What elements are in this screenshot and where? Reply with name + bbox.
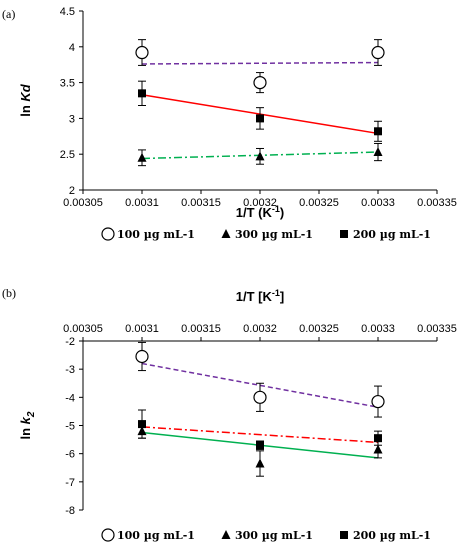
panel-label: (b) — [2, 286, 16, 300]
series-1 — [135, 39, 385, 94]
y-tick-label: 3.5 — [60, 78, 75, 90]
x-tick-label: 0.00335 — [417, 197, 457, 209]
legend-label: 100 µg mL-1 — [117, 228, 195, 241]
y-tick-label: -6 — [65, 449, 75, 461]
x-axis-label: 1/T [K-1] — [236, 288, 284, 304]
x-tick-label: 0.00305 — [63, 323, 103, 335]
y-tick-label: 3 — [69, 113, 75, 125]
y-tick-label: 2.5 — [60, 149, 75, 161]
x-tick-label: 0.00325 — [299, 197, 339, 209]
x-tick-label: 0.0031 — [125, 197, 159, 209]
data-point — [138, 89, 146, 98]
data-point — [138, 420, 146, 429]
chart-panel-b: (b) -8 -7 -6 -5 -4 -3 -20.00305 0.0031 0.00315 0.0… — [2, 286, 457, 542]
y-tick-label: 4 — [69, 42, 75, 54]
legend-marker — [101, 528, 115, 542]
y-tick-label: -2 — [65, 336, 75, 348]
y-tick-label: -7 — [65, 477, 75, 489]
y-axis-label: ln Kd — [18, 83, 33, 117]
legend-label: 300 µg mL-1 — [235, 228, 313, 241]
data-point — [137, 152, 147, 162]
x-tick-label: 0.0032 — [243, 323, 277, 335]
x-axis-label: 1/T (K-1) — [236, 204, 284, 220]
y-tick-label: -3 — [65, 364, 75, 376]
series-3 — [138, 80, 382, 142]
data-point — [135, 45, 149, 60]
x-tick-label: 0.00315 — [181, 323, 221, 335]
data-point — [256, 114, 264, 123]
panel-label: (a) — [2, 7, 15, 21]
series-2 — [137, 423, 383, 477]
chart-panel-a: (a) 2 2.5 3 3.5 4 4.5 0.00305 0.0031 0.00315 0.003… — [2, 6, 457, 241]
series-3 — [138, 409, 382, 450]
x-tick-label: 0.0033 — [361, 197, 395, 209]
y-tick-label: 2 — [69, 185, 75, 197]
legend: 100 µg mL-1 300 µg mL-1 200 µg mL-1 — [101, 227, 431, 241]
y-axis-label: ln k2 — [18, 411, 37, 439]
series-1 — [135, 341, 385, 418]
legend-marker — [221, 229, 231, 238]
data-point — [253, 390, 267, 404]
legend: 100 µg mL-1 300 µg mL-1 200 µg mL-1 — [101, 528, 431, 542]
x-tick-label: 0.00305 — [63, 197, 103, 209]
x-tick-label: 0.00315 — [181, 197, 221, 209]
x-tick-label: 0.0031 — [125, 323, 159, 335]
data-point — [135, 349, 149, 364]
series-2 — [137, 142, 383, 167]
legend-marker — [340, 531, 348, 539]
trend-line — [141, 61, 379, 65]
x-tick-label: 0.00325 — [299, 323, 339, 335]
y-tick-label: 4.5 — [60, 6, 75, 18]
x-tick-label: 0.0033 — [361, 323, 395, 335]
y-tick-label: -8 — [65, 505, 75, 517]
legend-marker — [221, 530, 231, 539]
x-tick-label: 0.0032 — [243, 197, 277, 209]
y-tick-label: -5 — [65, 421, 75, 433]
legend-label: 300 µg mL-1 — [235, 529, 313, 542]
data-point — [373, 147, 383, 157]
legend-label: 200 µg mL-1 — [353, 529, 431, 542]
data-point — [374, 434, 382, 443]
y-tick-label: -4 — [65, 392, 75, 404]
trend-line — [141, 426, 379, 444]
legend-label: 100 µg mL-1 — [117, 529, 195, 542]
data-point — [371, 394, 385, 409]
data-point — [373, 444, 383, 454]
legend-marker — [340, 230, 348, 238]
data-point — [255, 458, 265, 468]
data-point — [256, 441, 264, 450]
data-point — [371, 45, 385, 60]
data-point — [253, 75, 267, 90]
data-point — [374, 127, 382, 136]
legend-label: 200 µg mL-1 — [353, 228, 431, 241]
data-point — [255, 151, 265, 161]
legend-marker — [101, 227, 115, 241]
x-tick-label: 0.00335 — [417, 323, 457, 335]
